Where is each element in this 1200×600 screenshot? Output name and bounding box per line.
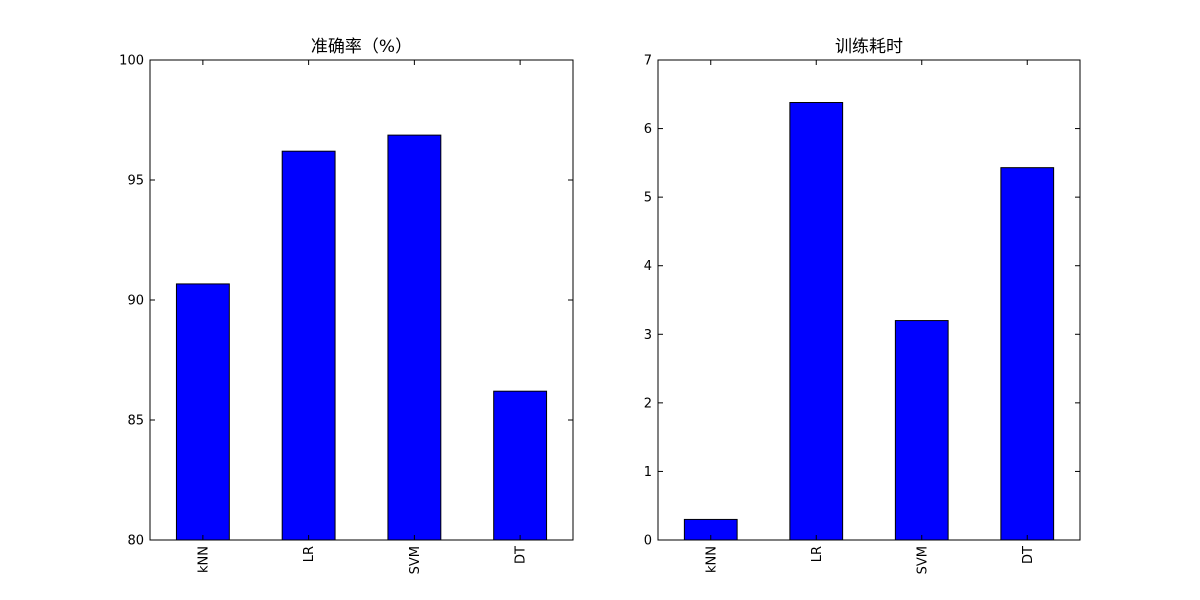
training-time-xtick-label-lr: LR [810, 546, 825, 562]
training-time-ytick-label: 6 [644, 122, 652, 137]
training-time-plot-frame [657, 59, 1081, 541]
training-time-xtick-label-dt: DT [1021, 546, 1036, 564]
accuracy-xtick-label-lr: LR [302, 546, 317, 562]
accuracy-bar-dt [493, 390, 548, 541]
accuracy-bar-svm [387, 134, 442, 541]
training-time-xtick-label-svm: SVM [915, 546, 930, 574]
accuracy-xtick-label-dt: DT [514, 546, 529, 564]
training-time-bar-dt [1000, 167, 1055, 541]
training-time-ytick-label: 4 [644, 259, 652, 274]
accuracy-xtick-label-svm: SVM [408, 546, 423, 574]
accuracy-bar-knn [175, 283, 230, 541]
training-time-chart: 0 1 2 3 4 5 6 7 kNN LR SVM DT 训练耗时 [644, 37, 1081, 574]
accuracy-ytick-label: 80 [127, 534, 144, 549]
training-time-bar-lr [789, 102, 844, 541]
accuracy-chart-title: 准确率（%） [311, 37, 412, 57]
training-time-xtick-label-knn: kNN [704, 546, 719, 573]
training-time-ytick-label: 2 [644, 396, 652, 411]
accuracy-ytick-label: 95 [127, 174, 144, 189]
accuracy-bar-lr [281, 150, 336, 541]
training-time-bar-svm [894, 320, 949, 541]
training-time-ytick-label: 0 [644, 534, 652, 549]
accuracy-ytick-label: 90 [127, 294, 144, 309]
accuracy-ytick-label: 85 [127, 414, 144, 429]
training-time-chart-title: 训练耗时 [835, 37, 903, 57]
training-time-ytick-label: 3 [644, 328, 652, 343]
training-time-ytick-label: 1 [644, 465, 652, 480]
training-time-ytick-label: 7 [644, 54, 652, 69]
accuracy-xtick-label-knn: kNN [196, 546, 211, 573]
accuracy-ytick-label: 100 [119, 54, 144, 69]
accuracy-chart: 80 85 90 95 100 kNN LR SVM DT 准确率（%） [119, 37, 574, 574]
training-time-ytick-label: 5 [644, 191, 652, 206]
